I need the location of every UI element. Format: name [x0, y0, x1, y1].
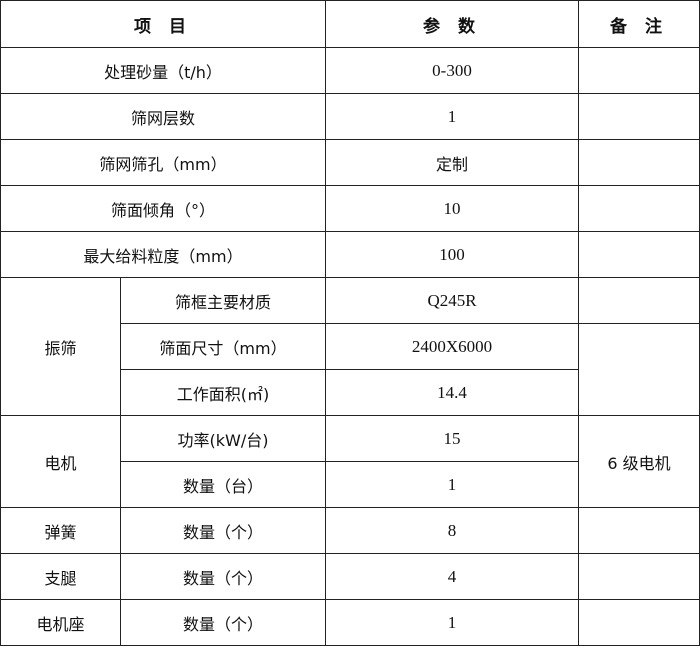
row-label: 最大给料粒度（mm）	[0, 231, 327, 278]
row-value: 1	[325, 599, 580, 646]
row-label: 数量（台）	[119, 461, 327, 508]
row-label: 筛框主要材质	[119, 277, 327, 324]
row-label: 功率(kW/台)	[119, 415, 327, 462]
row-label: 处理砂量（t/h）	[0, 47, 327, 94]
row-label: 数量（个）	[119, 599, 327, 646]
group-label: 电机座	[0, 599, 121, 646]
row-remark	[578, 47, 700, 94]
group-label: 支腿	[0, 553, 121, 600]
table-row: 筛网层数 1	[0, 93, 700, 140]
row-remark	[578, 277, 700, 324]
row-remark	[578, 185, 700, 232]
row-value: 14.4	[325, 369, 580, 416]
table-row: 处理砂量（t/h） 0-300	[0, 47, 700, 94]
group-label: 电机	[0, 415, 121, 508]
table-row: 数量（台） 1	[1, 461, 700, 508]
row-remark	[578, 507, 700, 554]
group-label: 振筛	[0, 277, 121, 416]
row-value: 4	[325, 553, 580, 600]
row-remark	[578, 93, 700, 140]
row-remark	[578, 139, 700, 186]
row-value: 15	[325, 415, 580, 462]
row-value: 100	[325, 231, 580, 278]
row-value: 1	[325, 461, 580, 508]
row-remark	[578, 553, 700, 600]
header-row: 项 目 参 数 备 注	[0, 0, 700, 48]
table-row: 工作面积(㎡) 14.4	[1, 369, 700, 416]
row-label: 筛网筛孔（mm）	[0, 139, 327, 186]
row-value: 10	[325, 185, 580, 232]
group-label: 弹簧	[0, 507, 121, 554]
row-label: 工作面积(㎡)	[119, 369, 327, 416]
header-param: 参 数	[325, 0, 580, 48]
row-value: 1	[325, 93, 580, 140]
table-row: 振筛 筛框主要材质 Q245R	[0, 277, 700, 416]
row-value: 2400X6000	[325, 323, 580, 370]
row-remark	[578, 231, 700, 278]
table-row: 最大给料粒度（mm） 100	[0, 231, 700, 278]
row-remark: 6 级电机	[578, 415, 700, 508]
row-value: Q245R	[325, 277, 580, 324]
table-row: 支腿 数量（个） 4	[0, 553, 700, 600]
row-remark	[578, 599, 700, 646]
row-label: 数量（个）	[119, 507, 327, 554]
row-label: 筛面尺寸（mm）	[119, 323, 327, 370]
table-row: 筛网筛孔（mm） 定制	[0, 139, 700, 186]
table-row: 电机座 数量（个） 1	[0, 599, 700, 646]
row-label: 筛网层数	[0, 93, 327, 140]
table-row: 电机 功率(kW/台) 15 6 级电机	[0, 415, 700, 508]
row-value: 8	[325, 507, 580, 554]
spec-table: 项 目 参 数 备 注 处理砂量（t/h） 0-300 筛网层数 1 筛网筛孔（mm…	[0, 0, 700, 646]
table-row: 弹簧 数量（个） 8	[0, 507, 700, 554]
row-remark	[578, 323, 700, 416]
row-label: 筛面倾角（°）	[0, 185, 327, 232]
header-remark: 备 注	[578, 0, 700, 48]
table-row: 筛面倾角（°） 10	[0, 185, 700, 232]
row-label: 数量（个）	[119, 553, 327, 600]
row-value: 0-300	[325, 47, 580, 94]
table-row: 筛面尺寸（mm） 2400X6000	[1, 323, 700, 416]
row-value: 定制	[325, 139, 580, 186]
header-item: 项 目	[0, 0, 327, 48]
